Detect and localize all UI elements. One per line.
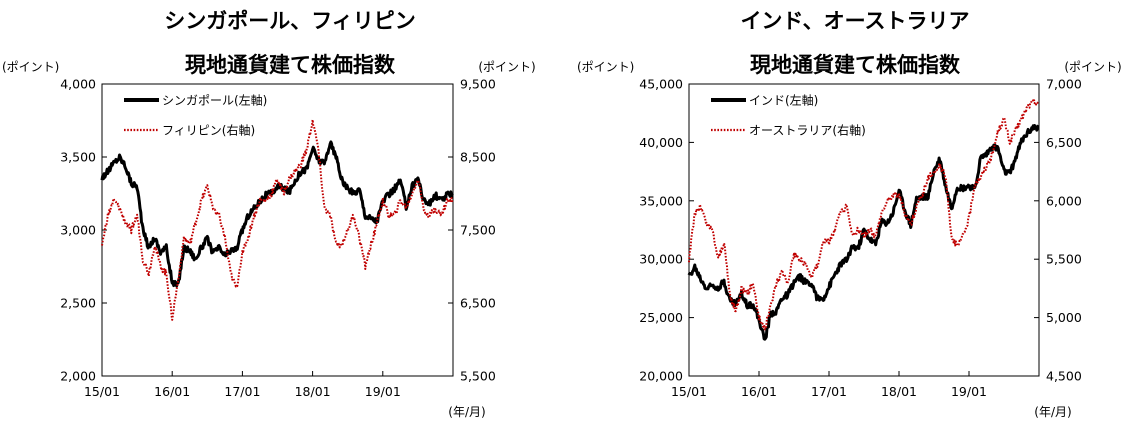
x-axis-unit: (年/月): [1034, 405, 1071, 419]
right-tick-label: 9,500: [460, 77, 496, 92]
right-axis-unit: (ポイント): [478, 60, 535, 74]
chart-subtitle: 現地通貨建て株価指数: [185, 53, 396, 77]
x-axis-unit: (年/月): [448, 405, 485, 419]
x-tick-label: 16/01: [741, 384, 777, 399]
right-tick-label: 6,000: [1046, 193, 1082, 208]
legend-label: シンガポール(左軸): [162, 93, 267, 108]
left-tick-label: 2,500: [60, 296, 96, 311]
x-tick-label: 19/01: [365, 384, 401, 399]
chart-panel-left: シンガポール、フィリピン 現地通貨建て株価指数 (ポイント) (ポイント) (年/月) 2…: [0, 0, 562, 425]
left-tick-label: 3,500: [60, 150, 96, 165]
right-tick-label: 5,500: [460, 369, 496, 384]
legend-label: フィリピン(右軸): [162, 123, 255, 138]
series-line-left-axis: [687, 124, 1040, 341]
x-tick-label: 19/01: [951, 384, 987, 399]
right-tick-label: 7,500: [460, 223, 496, 238]
right-tick-label: 5,500: [1046, 252, 1082, 267]
x-tick-label: 18/01: [295, 384, 331, 399]
legend-label: インド(左軸): [749, 93, 818, 108]
series-line-left-axis: [100, 140, 454, 288]
left-tick-label: 4,000: [60, 77, 96, 92]
x-tick-label: 15/01: [84, 384, 120, 399]
left-tick-label: 35,000: [639, 193, 683, 208]
left-axis-unit: (ポイント): [2, 60, 59, 74]
x-tick-label: 18/01: [881, 384, 917, 399]
series-line-right-axis: [688, 97, 1040, 331]
left-tick-label: 2,000: [60, 369, 96, 384]
chart-panel-right: インド、オーストラリア 現地通貨建て株価指数 (ポイント) (ポイント) (年/月) 20…: [563, 0, 1125, 425]
left-tick-label: 25,000: [639, 310, 683, 325]
x-tick-label: 16/01: [154, 384, 190, 399]
right-tick-label: 7,000: [1046, 77, 1082, 92]
plot-area: [101, 83, 454, 377]
left-tick-label: 45,000: [639, 77, 683, 92]
right-tick-label: 8,500: [460, 150, 496, 165]
x-tick-label: 15/01: [671, 384, 707, 399]
legend-label: オーストラリア(右軸): [749, 123, 866, 138]
left-axis-unit: (ポイント): [577, 60, 634, 74]
left-tick-label: 30,000: [639, 252, 683, 267]
chart-title: シンガポール、フィリピン: [164, 9, 416, 33]
x-tick-label: 17/01: [811, 384, 847, 399]
chart-title: インド、オーストラリア: [740, 9, 969, 33]
right-tick-label: 5,000: [1046, 310, 1082, 325]
chart-subtitle: 現地通貨建て株価指数: [750, 53, 961, 77]
left-tick-label: 20,000: [639, 369, 683, 384]
right-tick-label: 6,500: [1046, 135, 1082, 150]
left-tick-label: 40,000: [639, 135, 683, 150]
left-tick-label: 3,000: [60, 223, 96, 238]
series-line-right-axis: [101, 118, 454, 321]
right-tick-label: 4,500: [1046, 369, 1082, 384]
plot-area: [688, 83, 1040, 377]
right-tick-label: 6,500: [460, 296, 496, 311]
x-tick-label: 17/01: [224, 384, 260, 399]
right-axis-unit: (ポイント): [1064, 60, 1121, 74]
